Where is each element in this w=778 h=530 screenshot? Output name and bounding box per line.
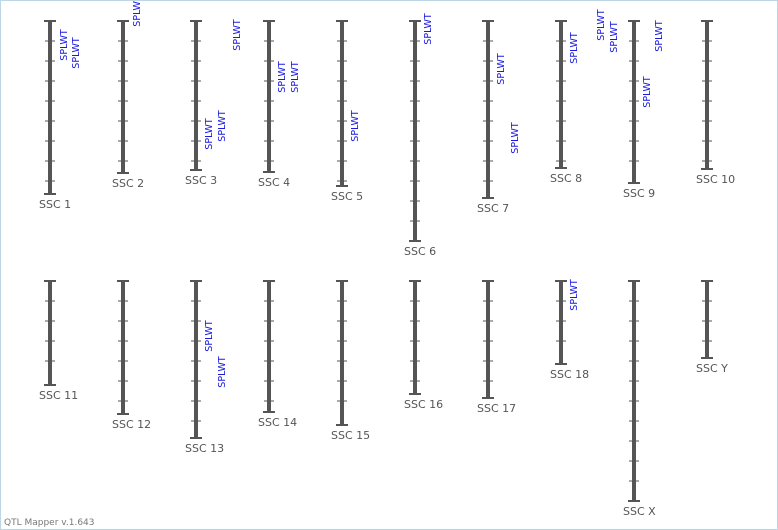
chromosome-label: SSC 1 [39,198,71,211]
qtl-label[interactable]: SPLWT [654,20,665,52]
chromosome-ssc-2: SSC 2 SPLWT [112,1,144,190]
chromosome-bar [340,21,344,186]
chromosome-ssc-16: SSC 16 [404,280,443,411]
chromosome-label: SSC 5 [331,190,363,203]
chromosome-ssc-y: SSC Y [696,280,728,375]
chromosome-label: SSC 17 [477,402,516,415]
chromosome-bar [632,21,636,183]
chromosome-ssc-x: SSC X [623,280,656,518]
chromosome-ssc-11: SSC 11 [39,280,78,402]
chromosome-label: SSC 12 [112,418,151,431]
qtl-label[interactable]: SPLWT [350,110,361,142]
chromosome-bar [48,281,52,385]
chromosome-bar [340,281,344,425]
qtl-label[interactable]: SPLWT [510,122,521,154]
chromosome-ssc-17: SSC 17 [477,280,516,415]
chromosome-bar [413,281,417,394]
qtl-label[interactable]: SPLWT [59,29,70,61]
chromosome-ssc-18: SSC 18 SPLWT [550,279,589,381]
qtl-label[interactable]: SPLWT [642,76,653,108]
qtl-label[interactable]: SPLWT [423,13,434,45]
chromosome-label: SSC 15 [331,429,370,442]
chromosome-bar [559,21,563,168]
chromosome-ssc-7: SSC 7 SPLWT SPLWT [477,20,521,215]
chromosome-ssc-9: SSC 9 SPLWT SPLWT [623,20,665,200]
qtl-label[interactable]: SPLWT [232,19,243,51]
chromosome-label: SSC 11 [39,389,78,402]
chromosome-ssc-4: SSC 4 SPLWT SPLWT [258,20,301,189]
chromosome-bar [705,21,709,169]
chromosome-bar [559,281,563,364]
chromosome-label: SSC 9 [623,187,655,200]
chromosome-ssc-15: SSC 15 [331,280,370,442]
version-footer: QTL Mapper v.1.643 [4,518,95,528]
qtl-label[interactable]: SPLWT [596,9,607,41]
chromosome-ssc-10: SSC 10 [696,20,735,186]
chromosome-bar [267,281,271,412]
chromosome-bar [194,281,198,438]
chromosome-label: SSC 6 [404,245,436,258]
chromosome-label: SSC 2 [112,177,144,190]
chromosome-label: SSC X [623,505,656,518]
chromosome-label: SSC 14 [258,416,297,429]
qtl-label[interactable]: SPLWT [569,279,580,311]
qtl-label[interactable]: SPLWT [71,37,82,69]
qtl-label[interactable]: SPLWT [204,320,215,352]
chromosome-label: SSC 3 [185,174,217,187]
chromosome-label: SSC 8 [550,172,582,185]
chromosome-bar [632,281,636,501]
qtl-label[interactable]: SPLWT [204,118,215,150]
qtl-label[interactable]: SPLWT [277,61,288,93]
qtl-label[interactable]: SPLWT [496,53,507,85]
chromosome-bar [121,281,125,414]
chromosome-bar [48,21,52,194]
chromosome-bar [705,281,709,358]
qtl-label[interactable]: SPLWT [132,1,143,27]
qtl-label[interactable]: SPLWT [609,21,620,53]
chromosome-label: SSC Y [696,362,728,375]
chromosome-ssc-1: SSC 1 SPLWT SPLWT [39,20,82,211]
chromosome-label: SSC 16 [404,398,443,411]
chromosome-bar [486,281,490,398]
qtl-label[interactable]: SPLWT [217,356,228,388]
chromosome-label: SSC 7 [477,202,509,215]
chromosome-ssc-12: SSC 12 [112,280,151,431]
chromosome-label: SSC 13 [185,442,224,455]
chromosome-bar [194,21,198,170]
chromosome-ssc-5: SSC 5 SPLWT [331,20,363,203]
chromosome-label: SSC 4 [258,176,290,189]
chromosome-bar [486,21,490,198]
chromosome-label: SSC 18 [550,368,589,381]
chromosome-bar [267,21,271,172]
qtl-label[interactable]: SPLWT [290,61,301,93]
chromosome-bar [413,21,417,241]
chromosome-bar [121,21,125,173]
chromosome-ssc-14: SSC 14 [258,280,297,429]
chromosome-label: SSC 10 [696,173,735,186]
qtl-label[interactable]: SPLWT [569,32,580,64]
chromosome-ssc-6: SSC 6 SPLWT [404,13,436,258]
qtl-label[interactable]: SPLWT [217,110,228,142]
